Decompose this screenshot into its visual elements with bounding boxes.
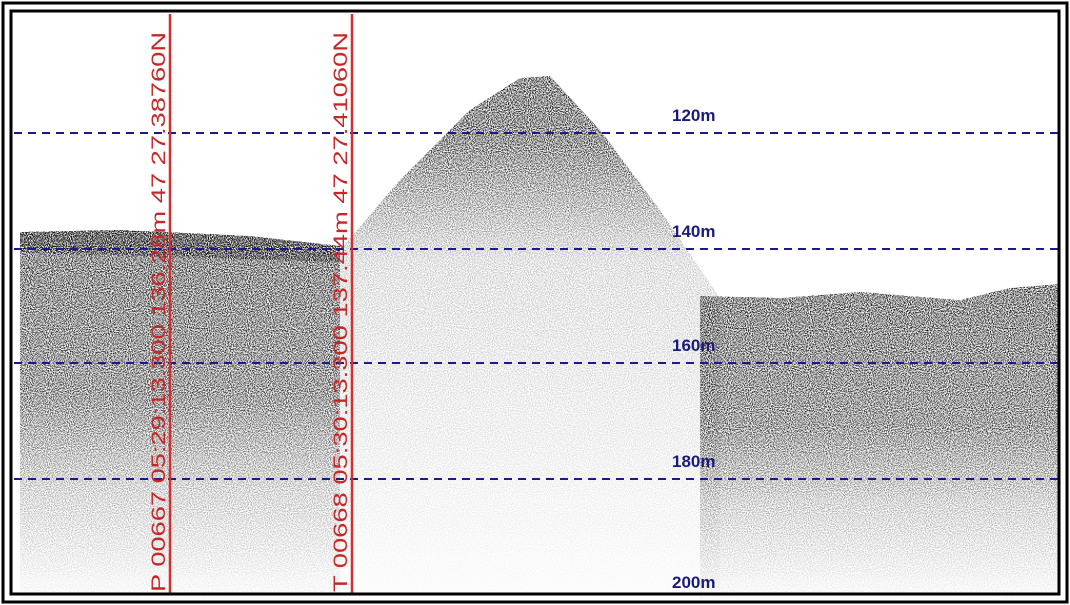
- seabed-left: [20, 230, 340, 600]
- marker-label: T 00668 05:30:13.300 137.44m 47 27.41060…: [331, 32, 352, 592]
- depth-label: 180m: [672, 452, 715, 471]
- frame-inner: [9, 9, 1061, 596]
- depth-label: 200m: [672, 573, 715, 592]
- markers: P 00667 05:29:13.300 136.28m 47 27.38760…: [149, 14, 354, 594]
- depth-label: 120m: [672, 106, 715, 125]
- seamount: [340, 76, 720, 600]
- seabed-right: [700, 284, 1060, 600]
- marker-label: P 00667 05:29:13.300 136.28m 47 27.38760…: [149, 32, 170, 592]
- seabed-edge: [20, 230, 340, 262]
- depth-lines: 120m 140m 160m 180m 200m: [14, 106, 1058, 592]
- depth-label: 160m: [672, 336, 715, 355]
- depth-label: 140m: [672, 222, 715, 241]
